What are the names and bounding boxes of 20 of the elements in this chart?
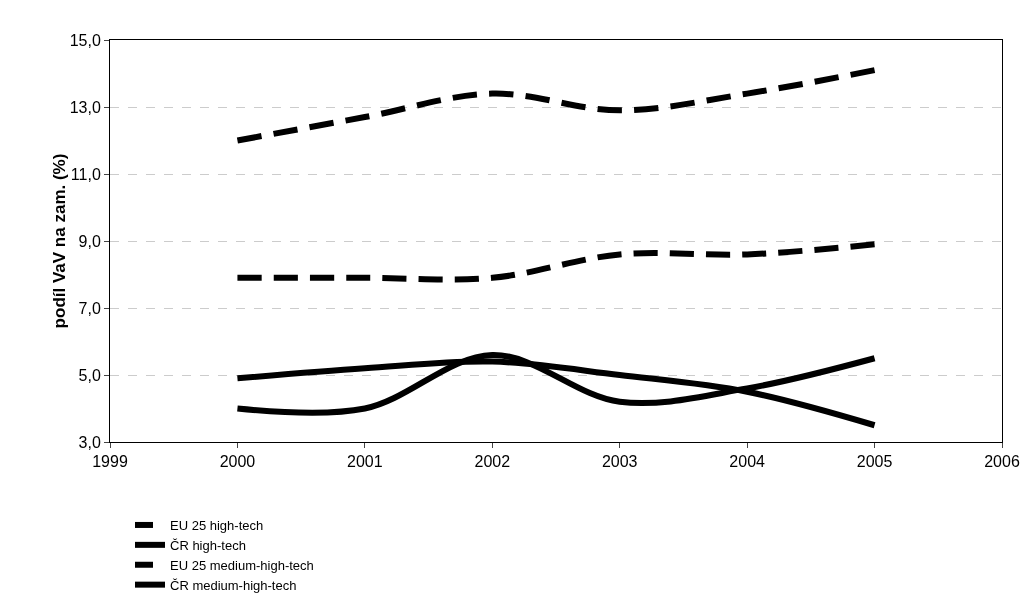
- x-tick-label: 2006: [984, 453, 1020, 471]
- y-tick-label: 5,0: [78, 366, 101, 384]
- x-tick-label: 2002: [474, 453, 511, 471]
- legend-label: EU 25 high-tech: [170, 518, 264, 534]
- y-tick-label: 3,0: [78, 433, 101, 451]
- y-tick-label: 7,0: [78, 299, 101, 317]
- x-tick-label: 2003: [601, 453, 638, 471]
- x-tick-label: 1999: [92, 453, 128, 471]
- y-tick-label: 9,0: [78, 232, 101, 250]
- y-tick-label: 15,0: [69, 31, 101, 49]
- y-tick-label: 13,0: [69, 98, 101, 116]
- y-axis-title: podíl VaV na zam. (%): [49, 153, 69, 329]
- x-tick-label: 2000: [219, 453, 256, 471]
- x-tick-label: 2005: [856, 453, 893, 471]
- legend-label: ČR medium-high-tech: [170, 577, 297, 593]
- y-tick-label: 11,0: [70, 165, 101, 183]
- x-tick-label: 2004: [729, 453, 766, 471]
- x-tick-label: 2001: [347, 453, 383, 471]
- legend-label: EU 25 medium-high-tech: [170, 557, 314, 573]
- legend-label: ČR high-tech: [170, 537, 246, 553]
